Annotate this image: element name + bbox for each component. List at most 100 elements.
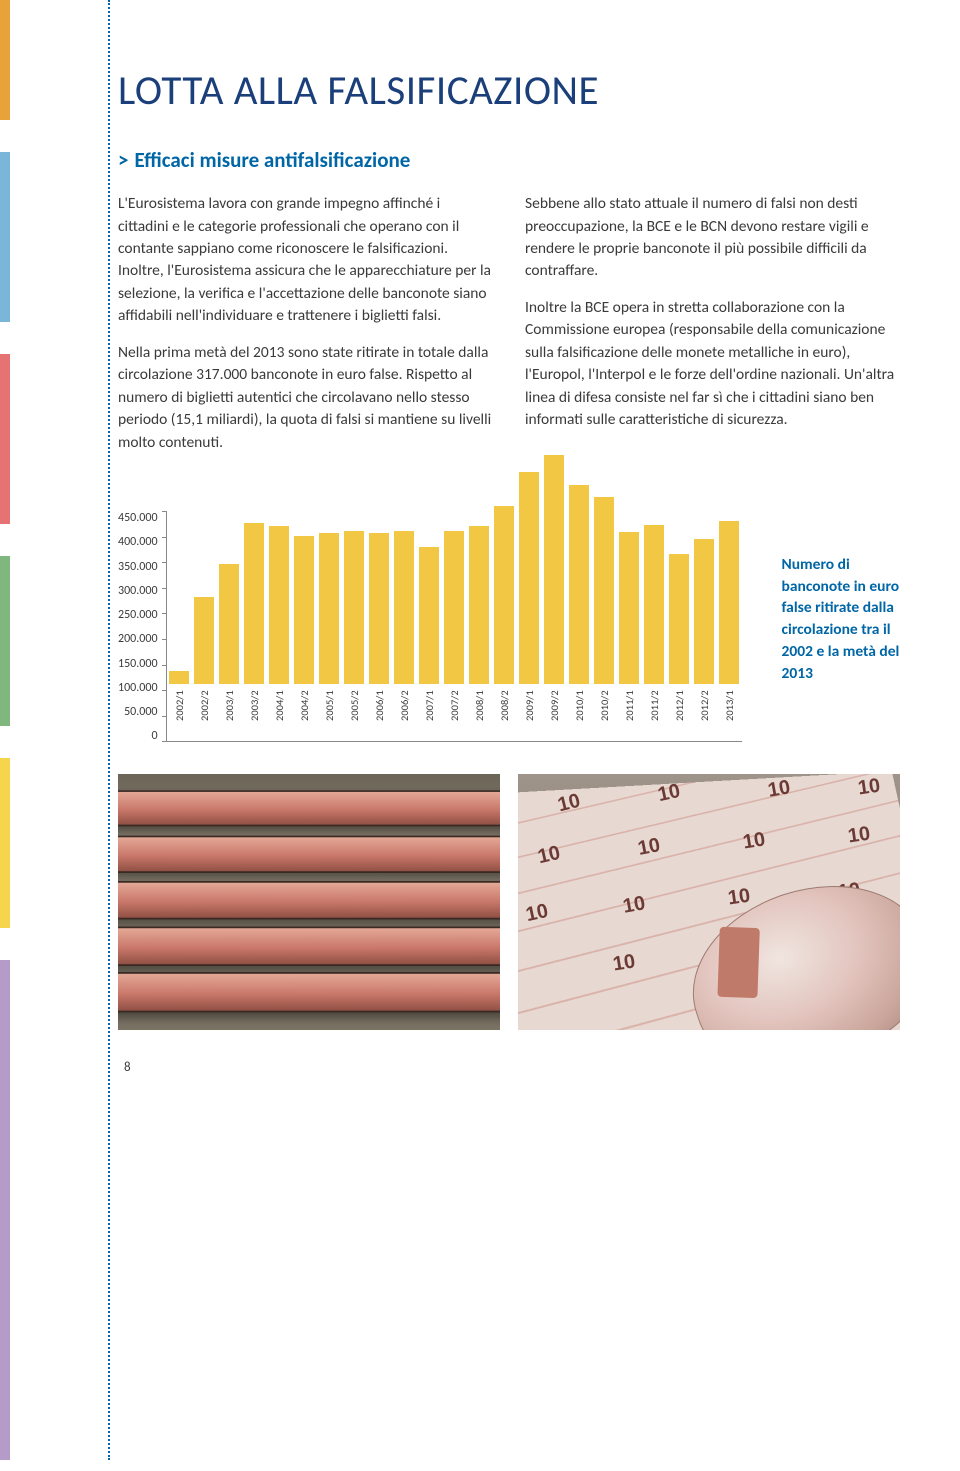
bar-column: 2012/2 — [692, 539, 717, 743]
banknote-row — [118, 881, 500, 919]
bar-column: 2002/2 — [192, 597, 217, 742]
bar — [269, 526, 289, 684]
y-tick — [162, 665, 167, 666]
x-category-label: 2008/1 — [473, 690, 486, 742]
bar-column: 2002/1 — [167, 671, 192, 742]
bar-column: 2007/2 — [442, 531, 467, 742]
banknote-row — [118, 791, 500, 827]
ten-label: 10 — [857, 775, 882, 801]
body-paragraph: Nella prima metà del 2013 sono state rit… — [118, 342, 493, 454]
rail-seg — [0, 120, 10, 152]
bar — [194, 597, 214, 684]
left-column: L'Eurosistema lavora con grande impegno … — [118, 193, 493, 468]
ten-label: 10 — [621, 892, 647, 919]
y-tick — [162, 537, 167, 538]
bars: 2002/12002/22003/12003/22004/12004/22005… — [167, 512, 742, 742]
x-category-label: 2010/2 — [598, 690, 611, 742]
ten-label: 10 — [524, 900, 551, 927]
bar-column: 2007/1 — [417, 547, 442, 742]
right-column: Sebbene allo stato attuale il numero di … — [525, 193, 900, 468]
x-category-label: 2002/1 — [173, 690, 186, 742]
rail-seg — [0, 758, 10, 928]
x-category-label: 2007/1 — [423, 690, 436, 742]
bar — [169, 671, 189, 684]
rail-seg — [0, 0, 10, 120]
x-category-label: 2011/1 — [623, 690, 636, 742]
chart-container: 450.000400.000350.000300.000250.000200.0… — [118, 512, 900, 742]
bar — [494, 506, 514, 684]
x-category-label: 2012/1 — [673, 690, 686, 742]
bar — [569, 485, 589, 684]
bar — [219, 564, 239, 684]
y-tick-label: 150.000 — [118, 658, 158, 670]
banknote-row — [118, 927, 500, 967]
bar — [594, 497, 614, 685]
y-tick-label: 450.000 — [118, 512, 158, 524]
y-tick-label: 100.000 — [118, 682, 158, 694]
bar — [644, 525, 664, 684]
x-category-label: 2003/1 — [223, 690, 236, 742]
bar-column: 2004/1 — [267, 526, 292, 742]
y-tick-label: 250.000 — [118, 609, 158, 621]
bar-column: 2006/2 — [392, 531, 417, 742]
page-number: 8 — [124, 1060, 900, 1075]
rail-seg — [0, 322, 10, 354]
y-tick — [162, 741, 167, 742]
bar — [244, 523, 264, 684]
x-category-label: 2009/2 — [548, 690, 561, 742]
bar-column: 2005/2 — [342, 531, 367, 742]
bar-column: 2008/2 — [492, 506, 517, 742]
side-color-rail — [0, 0, 10, 1460]
chart-caption: Numero di banconote in euro false ritira… — [742, 512, 900, 742]
plot-area: 2002/12002/22003/12003/22004/12004/22005… — [166, 512, 742, 742]
rail-seg — [0, 726, 10, 758]
ten-label: 10 — [766, 776, 792, 803]
rail-seg — [0, 524, 10, 556]
bar-column: 2012/1 — [667, 554, 692, 742]
ten-label: 10 — [656, 780, 683, 807]
bar — [719, 521, 739, 685]
subhead-text: Efficaci misure antifalsificazione — [134, 147, 410, 173]
bar-column: 2005/1 — [317, 533, 342, 742]
bar — [419, 547, 439, 684]
y-tick — [162, 562, 167, 563]
ten-label: 10 — [611, 951, 637, 977]
x-category-label: 2005/1 — [323, 690, 336, 742]
bar — [669, 554, 689, 684]
ten-label: 10 — [727, 885, 752, 911]
bar-column: 2013/1 — [717, 521, 742, 743]
bar — [519, 472, 539, 684]
bar — [694, 539, 714, 685]
rail-seg — [0, 960, 10, 1460]
rail-seg — [0, 928, 10, 960]
bar-column: 2010/1 — [567, 485, 592, 742]
bar-column: 2009/2 — [542, 455, 567, 742]
x-category-label: 2010/1 — [573, 690, 586, 742]
y-tick-label: 50.000 — [124, 706, 157, 718]
x-category-label: 2013/1 — [723, 690, 736, 742]
chart-caption-text: Numero di banconote in euro false ritira… — [782, 554, 900, 684]
rail-seg — [0, 556, 10, 726]
photo-banknote-sheet: 1010101010101010101010101010 — [518, 774, 900, 1030]
bar-column: 2011/1 — [617, 532, 642, 742]
subhead-marker: > — [118, 147, 128, 173]
rail-seg — [0, 152, 10, 322]
x-category-label: 2012/2 — [698, 690, 711, 742]
bar — [294, 536, 314, 684]
y-tick-label: 0 — [151, 730, 157, 742]
y-tick-label: 400.000 — [118, 536, 158, 548]
x-category-label: 2005/2 — [348, 690, 361, 742]
ten-label: 10 — [636, 834, 662, 861]
y-axis: 450.000400.000350.000300.000250.000200.0… — [118, 512, 166, 742]
photo-banknote-stacks — [118, 774, 500, 1030]
dotted-vertical-rule — [108, 0, 110, 1460]
x-category-label: 2006/1 — [373, 690, 386, 742]
x-category-label: 2011/2 — [648, 690, 661, 742]
body-paragraph: Inoltre la BCE opera in stretta collabor… — [525, 297, 900, 432]
ten-label: 10 — [847, 823, 872, 849]
banknote-row — [118, 972, 500, 1013]
bar-column: 2011/2 — [642, 525, 667, 742]
bar-chart: 450.000400.000350.000300.000250.000200.0… — [118, 512, 742, 742]
body-columns: L'Eurosistema lavora con grande impegno … — [118, 193, 900, 468]
ten-label: 10 — [741, 829, 767, 855]
